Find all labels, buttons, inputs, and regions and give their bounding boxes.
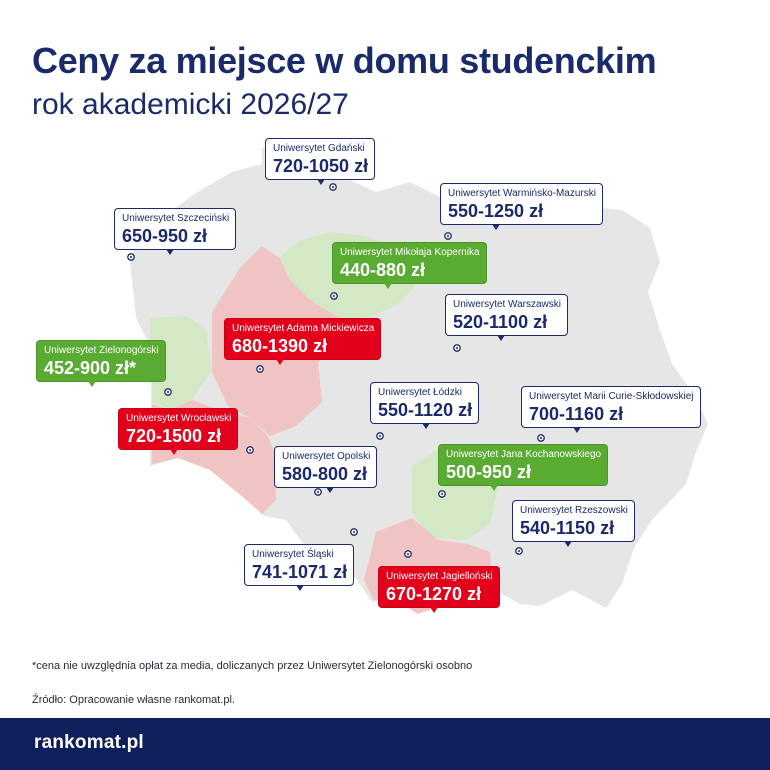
price-range: 550-1120 zł (378, 400, 473, 420)
label-pointer (422, 423, 430, 429)
page-subtitle: rok akademicki 2026/27 (32, 88, 349, 121)
label-pointer (88, 381, 96, 387)
price-range: 580-800 zł (282, 464, 368, 484)
city-dot-center (353, 531, 355, 533)
label-pointer (430, 607, 438, 613)
city-dot-center (332, 186, 334, 188)
label-pointer (564, 541, 572, 547)
price-range: 440-880 zł (340, 260, 426, 280)
label-pointer (573, 427, 581, 433)
price-range: 680-1390 zł (232, 336, 328, 356)
price-range: 520-1100 zł (453, 312, 548, 332)
university-name: Uniwersytet Jana Kochanowskiego (446, 449, 602, 460)
university-name: Uniwersytet Marii Curie-Skłodowskiej (529, 391, 694, 402)
city-dot-center (379, 435, 381, 437)
university-label: Uniwersytet Śląski 741-1071 zł (244, 544, 355, 586)
city-dot-center (441, 493, 443, 495)
price-range: 452-900 zł* (44, 358, 137, 378)
price-range: 540-1150 zł (520, 518, 615, 538)
city-dot-center (518, 550, 520, 552)
city-dot-center (456, 347, 458, 349)
price-range: 741-1071 zł (252, 562, 348, 582)
label-pointer (384, 283, 392, 289)
label-pointer (170, 449, 178, 455)
university-name: Uniwersytet Warszawski (453, 299, 561, 310)
university-name: Uniwersytet Łódzki (378, 387, 462, 398)
price-range: 700-1160 zł (529, 404, 624, 424)
university-name: Uniwersytet Śląski (252, 549, 334, 560)
label-pointer (317, 179, 325, 185)
university-label: Uniwersytet Gdański 720-1050 zł (265, 138, 376, 180)
city-dot-center (333, 295, 335, 297)
university-label: Uniwersytet Opolski 580-800 zł (274, 446, 378, 488)
region-lubuskie (150, 316, 212, 410)
university-label: Uniwersytet Rzeszowski 540-1150 zł (512, 500, 635, 542)
university-label: Uniwersytet Marii Curie-Skłodowskiej 700-… (521, 386, 701, 428)
label-pointer (276, 359, 284, 365)
city-dot-center (317, 491, 319, 493)
university-name: Uniwersytet Gdański (273, 143, 365, 154)
university-label: Uniwersytet Mikołaja Kopernika 440-880 zł (332, 242, 487, 284)
city-dot-center (130, 256, 132, 258)
university-name: Uniwersytet Zielonogórski (44, 345, 159, 356)
city-dot-center (540, 437, 542, 439)
city-dot-center (167, 391, 169, 393)
label-pointer (497, 335, 505, 341)
university-label: Uniwersytet Szczeciński 650-950 zł (114, 208, 237, 250)
label-pointer (166, 249, 174, 255)
label-pointer (326, 487, 334, 493)
price-range: 720-1050 zł (273, 156, 369, 176)
city-dot-center (249, 449, 251, 451)
city-dot-center (447, 235, 449, 237)
university-name: Uniwersytet Szczeciński (122, 213, 230, 224)
city-dot-center (259, 368, 261, 370)
university-label: Uniwersytet Adama Mickiewicza 680-1390 zł (224, 318, 382, 360)
label-pointer (296, 585, 304, 591)
footer-bar: rankomat.pl (0, 718, 770, 770)
university-label: Uniwersytet Warmińsko-Mazurski 550-1250 z… (440, 183, 603, 225)
city-dot-center (407, 553, 409, 555)
university-name: Uniwersytet Adama Mickiewicza (232, 323, 375, 334)
rankomat-logo: rankomat.pl (34, 732, 144, 753)
university-name: Uniwersytet Rzeszowski (520, 505, 628, 516)
label-pointer (492, 224, 500, 230)
university-label: Uniwersytet Łódzki 550-1120 zł (370, 382, 480, 424)
university-name: Uniwersytet Mikołaja Kopernika (340, 247, 480, 258)
price-range: 720-1500 zł (126, 426, 222, 446)
price-range: 650-950 zł (122, 226, 208, 246)
university-label: Uniwersytet Zielonogórski 452-900 zł* (36, 340, 166, 382)
university-name: Uniwersytet Opolski (282, 451, 371, 462)
university-name: Uniwersytet Jagielloński (386, 571, 493, 582)
university-name: Uniwersytet Wrocławski (126, 413, 232, 424)
source-note: Źródło: Opracowanie własne rankomat.pl. (32, 694, 235, 706)
label-pointer (490, 485, 498, 491)
price-range: 500-950 zł (446, 462, 532, 482)
university-name: Uniwersytet Warmińsko-Mazurski (448, 188, 596, 199)
page-title: Ceny za miejsce w domu studenckim (32, 40, 657, 81)
university-label: Uniwersytet Jana Kochanowskiego 500-950 z… (438, 444, 609, 486)
price-range: 550-1250 zł (448, 201, 544, 221)
price-range: 670-1270 zł (386, 584, 482, 604)
university-label: Uniwersytet Warszawski 520-1100 zł (445, 294, 568, 336)
footnote: *cena nie uwzględnia opłat za media, dol… (32, 660, 473, 672)
university-label: Uniwersytet Jagielloński 670-1270 zł (378, 566, 500, 608)
university-label: Uniwersytet Wrocławski 720-1500 zł (118, 408, 239, 450)
